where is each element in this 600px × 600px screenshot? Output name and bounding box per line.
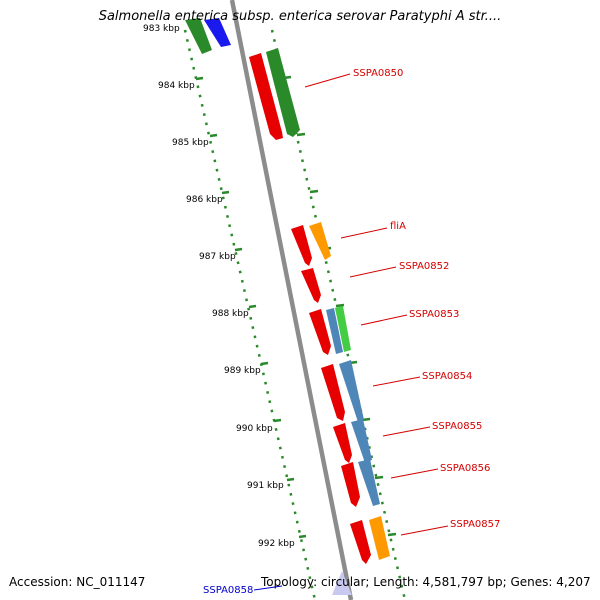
gene-SSPA0852-red[interactable] [301,268,321,303]
scale-label-983: 983 kbp [143,24,180,34]
gene-SSPA0850-red[interactable] [249,53,283,140]
scale-label-992: 992 kbp [258,539,295,549]
gene-SSPA0853-blue[interactable] [326,308,343,354]
inner-scale-track [183,29,317,600]
scale-label-991: 991 kbp [247,481,284,491]
map-title: Salmonella enterica subsp. enterica sero… [98,9,502,24]
accession-label: Accession: NC_011147 [9,575,146,589]
gene-fliA-orange[interactable] [309,222,331,260]
gene-SSPA0850-green[interactable] [266,48,300,137]
scale-label-986: 986 kbp [186,195,223,205]
inner-major-ticks [195,76,307,539]
gene-SSPA0853-red[interactable] [309,309,331,355]
gene-blue-top[interactable] [204,18,231,47]
gene-label-SSPA0854[interactable]: SSPA0854 [422,371,472,382]
scale-label-985: 985 kbp [172,138,209,148]
callout-lines [304,73,449,536]
genome-summary-label: Topology: circular; Length: 4,581,797 bp… [261,575,591,589]
gene-label-SSPA0852[interactable]: SSPA0852 [399,261,449,272]
gene-SSPA0856-blue[interactable] [358,459,380,506]
callout-line-SSPA0858 [253,585,283,591]
gene-fliA-red[interactable] [291,225,312,266]
gene-SSPA0853-green[interactable] [335,306,351,352]
scale-label-988: 988 kbp [212,309,249,319]
gene-SSPA0856-red[interactable] [341,462,360,507]
gene-SSPA0857-red[interactable] [350,520,371,564]
gene-SSPA0855-red[interactable] [333,423,352,463]
gene-label-SSPA0855[interactable]: SSPA0855 [432,421,482,432]
gene-SSPA0858-arrow[interactable] [332,571,352,595]
gene-green-top[interactable] [185,18,212,54]
gene-SSPA0854-blue[interactable] [339,360,364,422]
gene-SSPA0855-blue[interactable] [351,419,372,463]
scale-label-987: 987 kbp [199,252,236,262]
gene-label-fliA[interactable]: fliA [390,221,406,232]
scale-label-990: 990 kbp [236,424,273,434]
gene-label-SSPA0856[interactable]: SSPA0856 [440,463,490,474]
gene-SSPA0854-red[interactable] [321,364,345,421]
outer-major-ticks [282,75,397,537]
gene-label-SSPA0850[interactable]: SSPA0850 [353,68,403,79]
gene-label-SSPA0857[interactable]: SSPA0857 [450,519,500,530]
gene-label-SSPA0853[interactable]: SSPA0853 [409,309,459,320]
genome-backbone [229,0,354,600]
scale-label-989: 989 kbp [224,366,261,376]
scale-label-984: 984 kbp [158,81,195,91]
gene-label-SSPA0858[interactable]: SSPA0858 [203,585,253,596]
gene-SSPA0857-orange[interactable] [369,516,390,560]
